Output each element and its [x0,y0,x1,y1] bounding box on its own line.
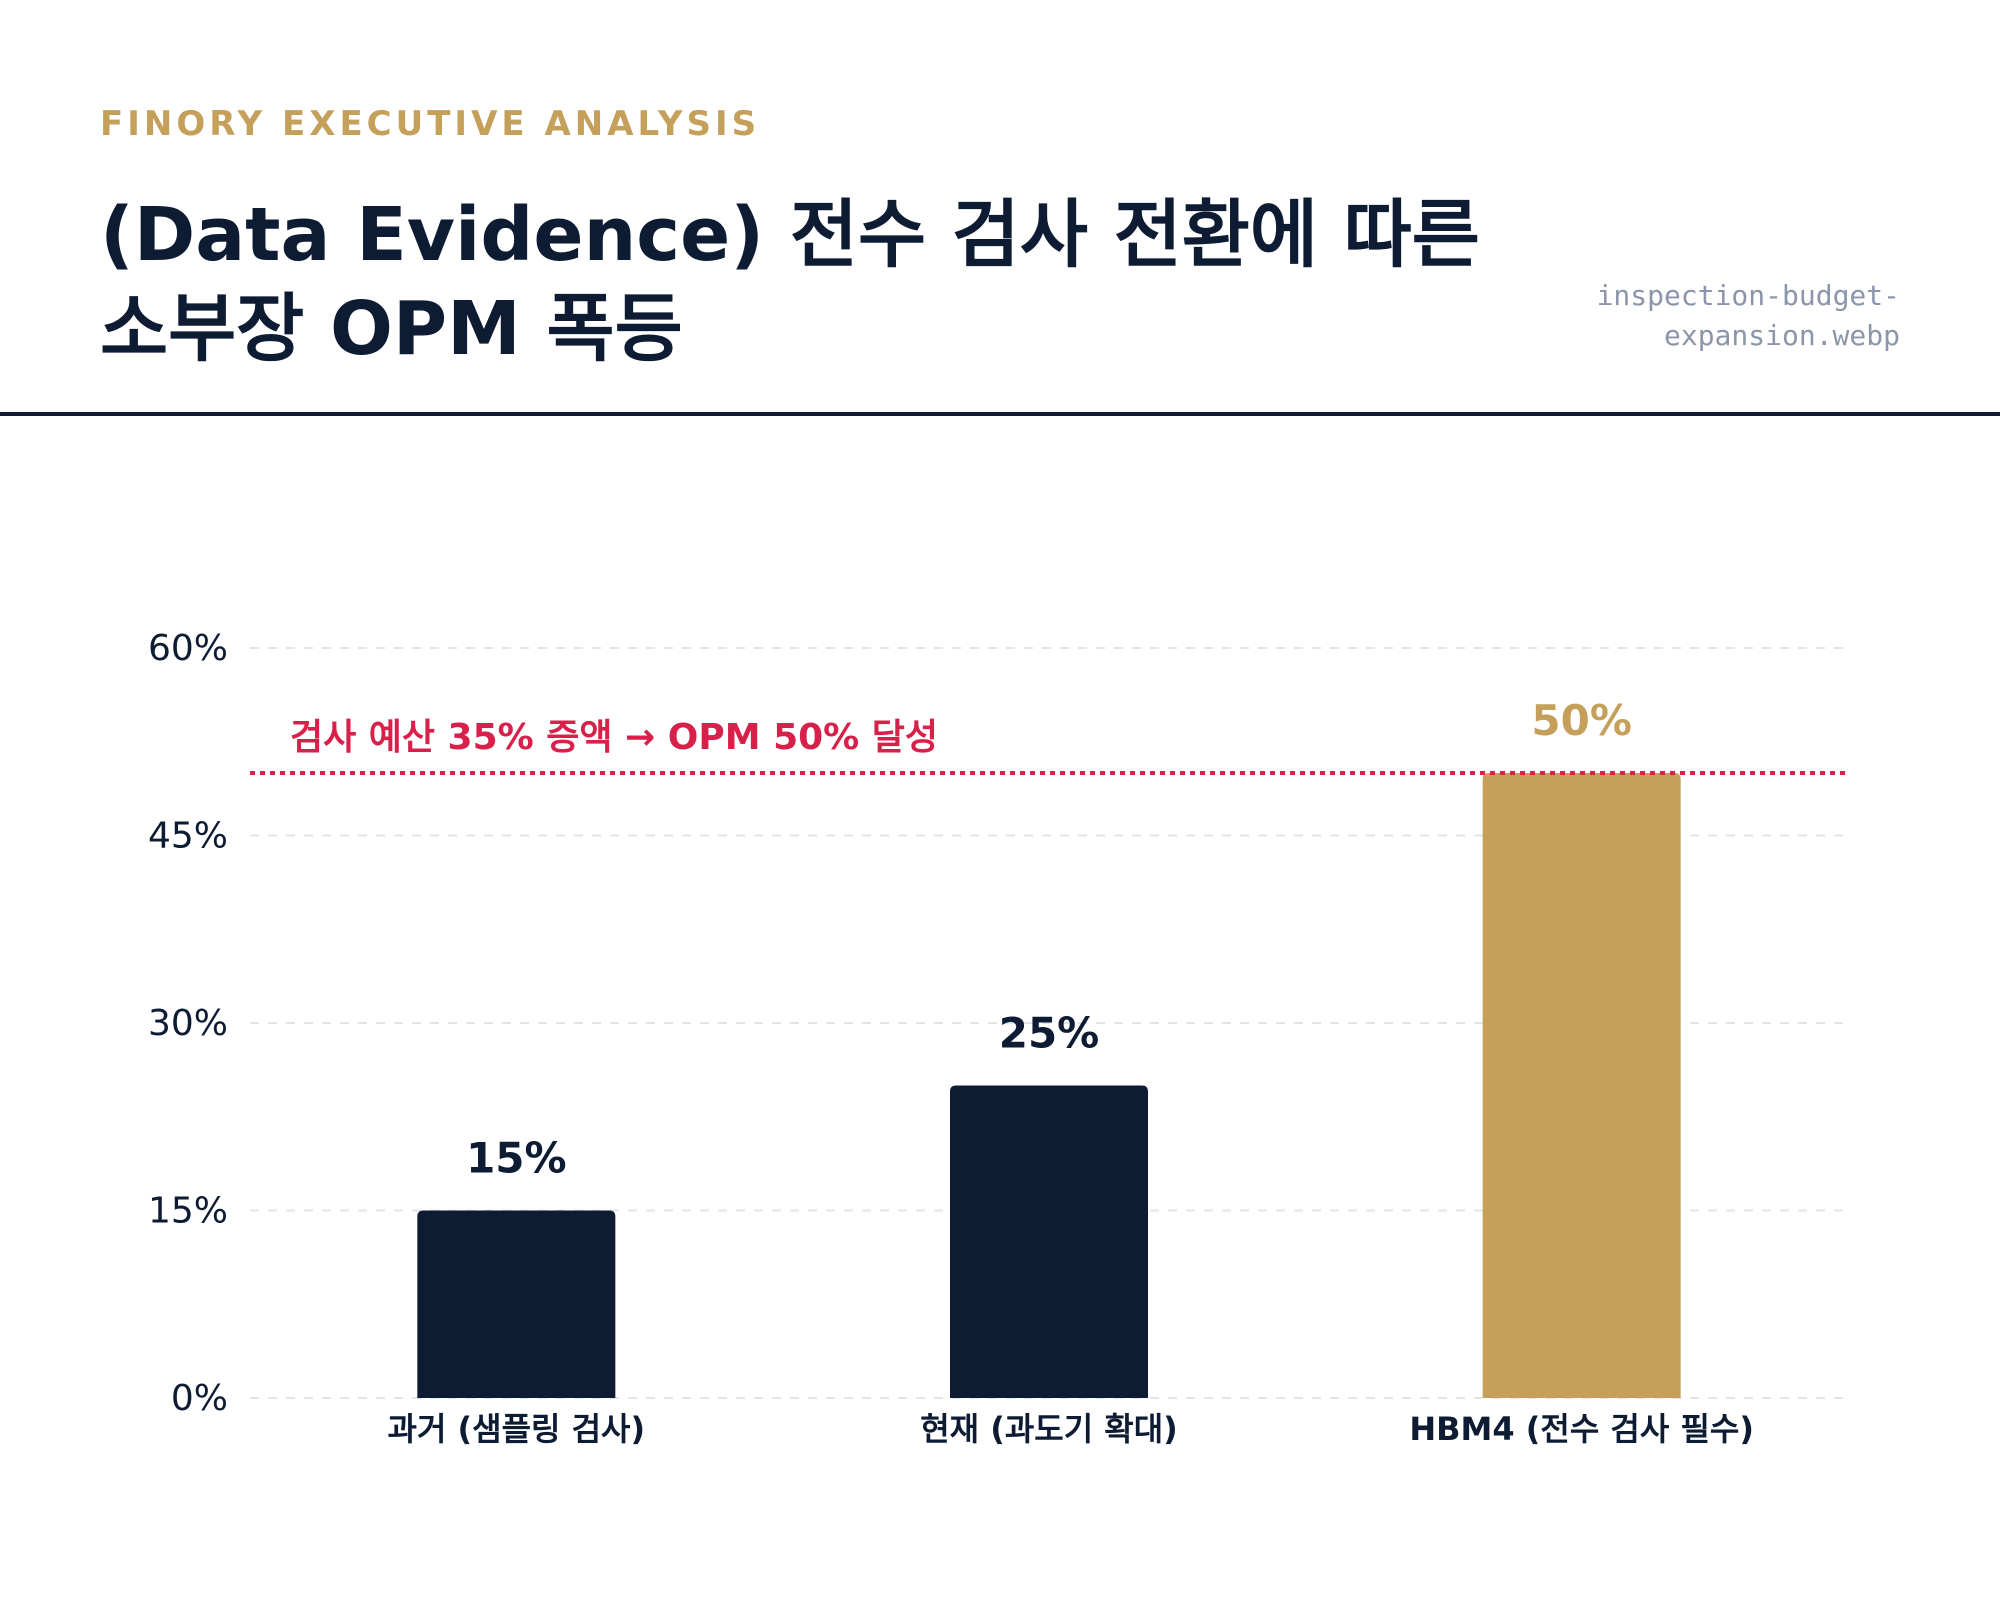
y-tick-label: 30% [148,1003,228,1044]
kicker-label: FINORY EXECUTIVE ANALYSIS [100,104,761,144]
category-label: 과거 (샘플링 검사) [388,1410,646,1448]
filename-label: inspection-budget-expansion.webp [1596,279,1900,352]
reference-line-group: 검사 예산 35% 증액 → OPM 50% 달성 [250,717,1848,775]
bar-value-label: 50% [1531,696,1632,745]
bar-2 [950,1085,1148,1398]
category-label: HBM4 (전수 검사 필수) [1409,1410,1754,1448]
y-tick-label: 45% [148,816,228,857]
category-label: 현재 (과도기 확대) [920,1410,1178,1448]
y-tick-label: 15% [148,1191,228,1232]
page-title: (Data Evidence) 전수 검사 전환에 따른 소부장 OPM 폭등 [100,192,1480,372]
bar-3 [1482,773,1681,1398]
y-tick-label: 0% [171,1378,228,1419]
header: FINORY EXECUTIVE ANALYSIS (Data Evidence… [0,0,2000,416]
bars [417,773,1681,1398]
y-tick-label: 60% [148,628,228,669]
y-axis-ticks: 0% 15% 30% 45% 60% [148,628,228,1419]
reference-line-label: 검사 예산 35% 증액 → OPM 50% 달성 [290,717,938,758]
bar-value-label: 15% [466,1134,567,1183]
bar-value-label: 25% [999,1009,1100,1058]
x-axis-categories: 과거 (샘플링 검사) 현재 (과도기 확대) HBM4 (전수 검사 필수) [388,1410,1754,1448]
bar-1 [417,1210,616,1398]
value-labels: 15% 25% 50% [466,696,1632,1183]
